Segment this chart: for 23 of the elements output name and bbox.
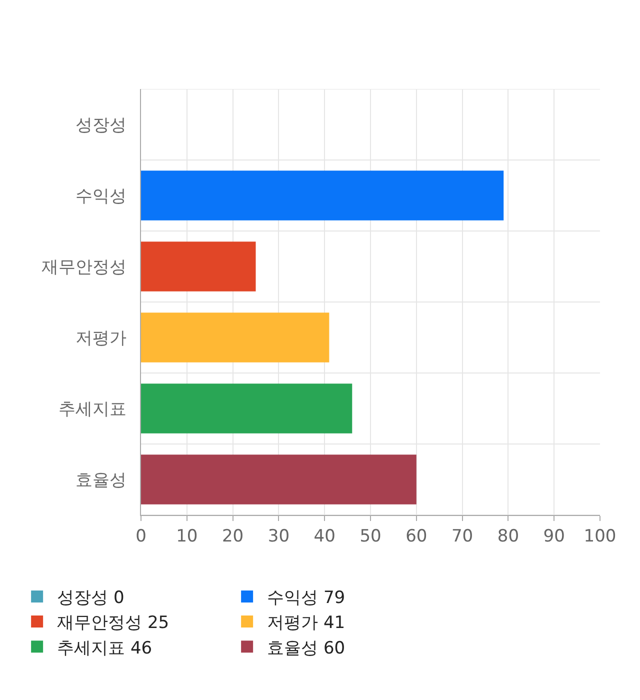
legend-label: 재무안정성 25 xyxy=(57,613,170,634)
y-tick-label: 성장성 xyxy=(76,115,127,136)
x-tick-label: 80 xyxy=(497,526,520,546)
legend-label: 성장성 0 xyxy=(57,588,124,608)
x-tick-label: 50 xyxy=(360,526,382,546)
y-tick-label: 수익성 xyxy=(76,186,127,206)
x-tick-label: 90 xyxy=(543,526,565,546)
legend-label: 효율성 60 xyxy=(267,638,346,658)
x-tick-label: 100 xyxy=(584,526,616,546)
x-tick-label: 60 xyxy=(406,526,428,546)
y-tick-label: 추세지표 xyxy=(58,399,127,420)
x-tick-label: 0 xyxy=(136,526,146,546)
x-tick-label: 20 xyxy=(222,526,244,546)
x-tick-label: 70 xyxy=(451,526,474,546)
legend-label: 저평가 41 xyxy=(267,613,346,634)
x-tick-label: 10 xyxy=(176,526,198,546)
legend-label: 수익성 79 xyxy=(267,588,346,608)
y-tick-label: 저평가 xyxy=(76,328,127,348)
y-tick-label: 효율성 xyxy=(76,470,127,490)
x-tick-label: 40 xyxy=(314,526,336,546)
legend-label: 추세지표 46 xyxy=(57,638,152,658)
x-tick-label: 30 xyxy=(268,526,290,546)
y-tick-label: 재무안정성 xyxy=(42,257,127,278)
